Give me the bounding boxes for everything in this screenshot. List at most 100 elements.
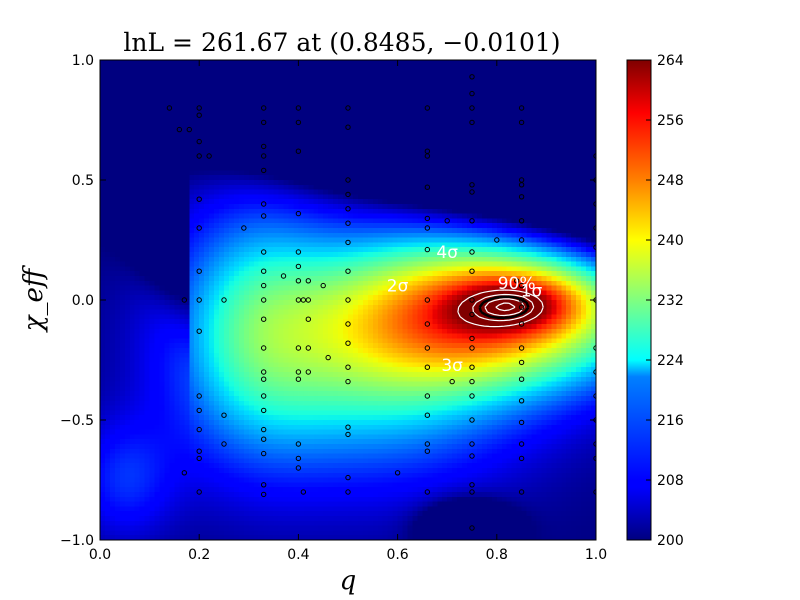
sample-point — [518, 321, 525, 327]
sample-point — [196, 455, 202, 462]
sample-point — [260, 249, 267, 255]
sample-point — [424, 489, 431, 495]
contour-3sigma — [472, 293, 535, 322]
sample-point — [469, 345, 475, 351]
sample-point — [518, 455, 525, 462]
sample-point — [206, 153, 212, 159]
sample-point — [424, 215, 431, 222]
contour-label: 2σ — [387, 277, 409, 297]
contour-labels: 1σ 2σ 3σ 4σ 90% — [387, 243, 543, 376]
x-tick-label: 0.8 — [486, 547, 508, 563]
sample-point — [424, 105, 431, 111]
sample-point — [305, 278, 312, 284]
x-axis: 0.0 0.2 0.4 0.6 0.8 1.0 — [89, 60, 607, 563]
sample-point — [345, 239, 351, 246]
sample-point — [518, 105, 525, 111]
contour-label: 1σ — [521, 281, 543, 301]
colorbar-tick-label: 240 — [657, 233, 684, 249]
sample-point — [181, 470, 188, 476]
colorbar-tick-label: 216 — [657, 413, 684, 429]
sample-point — [449, 378, 455, 385]
sample-point — [469, 482, 475, 488]
sample-point — [345, 297, 351, 303]
sample-point — [260, 119, 267, 126]
sample-point — [196, 268, 202, 274]
sample-point — [394, 470, 401, 476]
sample-point — [221, 412, 227, 418]
sample-point — [260, 491, 267, 498]
colorbar-tick-label: 256 — [657, 113, 684, 129]
sample-point — [260, 105, 267, 111]
chart-title: lnL = 261.67 at (0.8485, −0.0101) — [123, 28, 560, 57]
sample-point — [518, 282, 525, 289]
sample-point — [176, 126, 183, 133]
contour-1sigma — [495, 302, 516, 312]
sample-point — [518, 194, 525, 200]
sample-point — [295, 376, 302, 382]
sample-point — [469, 335, 475, 342]
sample-point — [196, 448, 202, 454]
sample-point — [469, 119, 475, 126]
sample-point — [469, 74, 475, 80]
sample-point — [295, 249, 302, 255]
sample-point — [469, 453, 475, 459]
sample-point — [424, 225, 431, 231]
sample-point — [196, 297, 202, 303]
sample-point — [424, 321, 431, 327]
colorbar-tick-label: 208 — [657, 473, 684, 489]
sample-point — [424, 393, 431, 399]
sample-point — [295, 263, 302, 270]
sample-point — [469, 182, 475, 188]
sample-point — [260, 407, 267, 414]
sample-point — [196, 225, 202, 231]
sample-point — [280, 273, 287, 279]
sample-point — [260, 369, 267, 375]
sample-point — [469, 268, 475, 274]
contour-label: 90% — [498, 274, 536, 294]
sample-point — [260, 297, 267, 303]
sample-point — [424, 297, 431, 303]
sample-point — [345, 177, 351, 183]
sample-point — [469, 297, 475, 303]
sample-point — [260, 167, 267, 174]
sample-point — [166, 105, 173, 111]
sample-point — [241, 225, 247, 231]
sample-point — [295, 297, 302, 303]
x-tick-label: 0.4 — [287, 547, 309, 563]
colorbar: 200 208 216 224 232 240 248 256 264 — [626, 53, 684, 549]
y-axis: −1.0 −0.5 0.0 0.5 1.0 — [60, 53, 596, 549]
sample-point — [469, 90, 475, 97]
x-tick-label: 0.6 — [386, 547, 408, 563]
colorbar-tick-label: 248 — [657, 173, 684, 189]
sample-point — [469, 393, 475, 399]
sample-point — [345, 124, 351, 130]
sample-point — [260, 316, 267, 322]
sample-point — [260, 213, 267, 219]
sample-point — [196, 105, 202, 111]
sample-point — [186, 126, 192, 133]
contour-label: 4σ — [436, 243, 458, 263]
sample-point — [295, 105, 302, 111]
sample-point — [345, 378, 351, 385]
sample-point — [305, 316, 312, 322]
sample-point — [295, 345, 302, 351]
sample-point — [196, 407, 202, 414]
sample-point — [345, 206, 351, 212]
sample-point — [469, 489, 475, 495]
sample-point — [345, 105, 351, 111]
sample-point — [305, 369, 312, 375]
sample-point — [518, 398, 525, 404]
sample-point — [424, 364, 431, 370]
sample-point — [260, 143, 267, 150]
sample-point — [295, 441, 302, 447]
sample-point — [518, 376, 525, 382]
sample-point — [518, 304, 525, 310]
sample-point — [518, 119, 525, 126]
sample-point — [295, 210, 302, 217]
colorbar-ticks: 200 208 216 224 232 240 248 256 264 — [646, 53, 684, 549]
sample-point — [444, 218, 450, 224]
sample-point — [260, 482, 267, 488]
sample-point — [196, 153, 202, 159]
sample-point — [260, 393, 267, 399]
sample-point — [345, 220, 351, 226]
